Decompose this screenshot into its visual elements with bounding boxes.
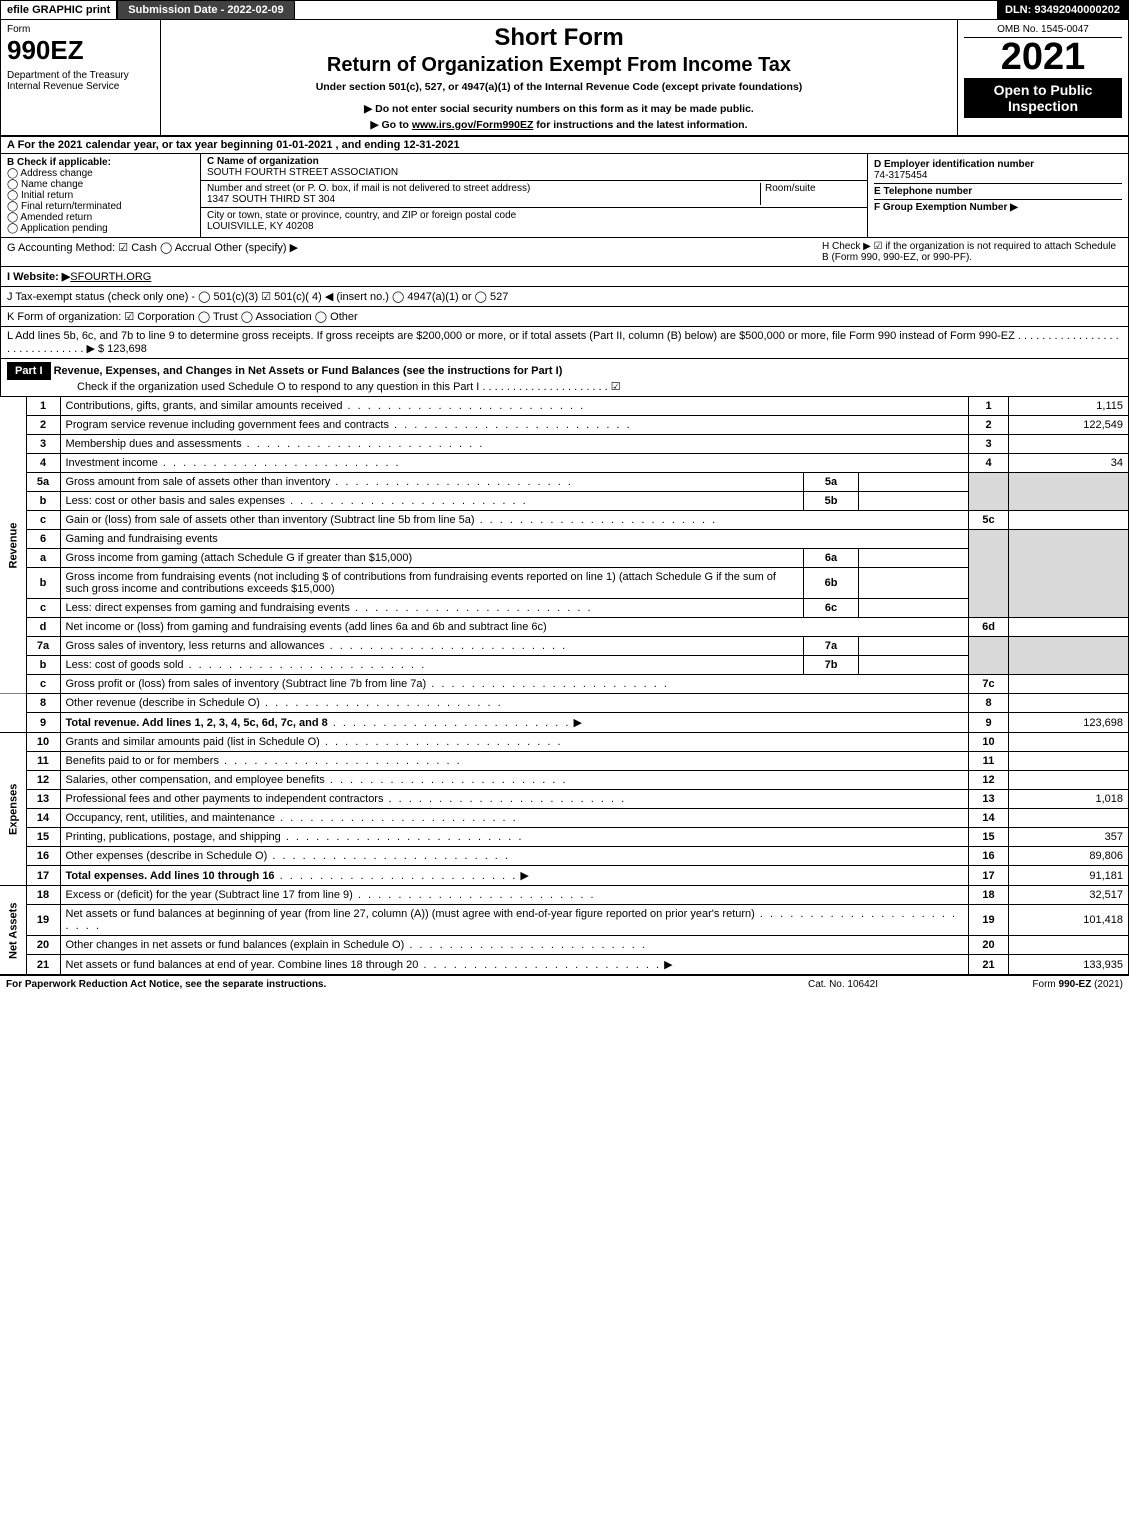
open-inspection: Open to Public Inspection: [964, 78, 1122, 118]
amt-13: 1,018: [1009, 790, 1129, 809]
col-b-checkboxes: B Check if applicable: ◯ Address change …: [1, 154, 201, 237]
lines-table: Revenue 1 Contributions, gifts, grants, …: [0, 397, 1129, 975]
c-city-label: City or town, state or province, country…: [207, 210, 516, 221]
footer-paperwork: For Paperwork Reduction Act Notice, see …: [6, 979, 743, 990]
amt-18: 32,517: [1009, 886, 1129, 905]
amt-17: 91,181: [1009, 866, 1129, 886]
subtitle-1: Under section 501(c), 527, or 4947(a)(1)…: [169, 81, 949, 93]
amt-1: 1,115: [1009, 397, 1129, 416]
f-grp-label: F Group Exemption Number ▶: [874, 202, 1018, 213]
i-website: I Website: ▶SFOURTH.ORG: [1, 267, 1128, 287]
footer-formref: Form 990-EZ (2021): [943, 979, 1123, 990]
d-ein: 74-3175454: [874, 170, 927, 181]
c-street-label: Number and street (or P. O. box, if mail…: [207, 183, 530, 194]
b-opt-amended[interactable]: ◯ Amended return: [7, 212, 194, 223]
part-1-title: Revenue, Expenses, and Changes in Net As…: [54, 365, 563, 377]
b-opt-pending[interactable]: ◯ Application pending: [7, 223, 194, 234]
amt-16: 89,806: [1009, 847, 1129, 866]
c-street: 1347 SOUTH THIRD ST 304: [207, 194, 335, 205]
amt-19: 101,418: [1009, 905, 1129, 936]
footer-catno: Cat. No. 10642I: [743, 979, 943, 990]
col-c-org-info: C Name of organization SOUTH FOURTH STRE…: [201, 154, 868, 237]
subtitle-3: ▶ Go to www.irs.gov/Form990EZ for instru…: [169, 119, 949, 131]
title-return: Return of Organization Exempt From Incom…: [169, 54, 949, 77]
efile-label[interactable]: efile GRAPHIC print: [1, 1, 118, 19]
c-city: LOUISVILLE, KY 40208: [207, 221, 314, 232]
b-opt-final[interactable]: ◯ Final return/terminated: [7, 201, 194, 212]
amt-21: 133,935: [1009, 955, 1129, 975]
dept-label: Department of the Treasury Internal Reve…: [7, 70, 154, 92]
c-name-label: C Name of organization: [207, 156, 319, 167]
h-schedule-b: H Check ▶ ☑ if the organization is not r…: [822, 241, 1122, 263]
k-form-org: K Form of organization: ☑ Corporation ◯ …: [1, 307, 1128, 327]
e-tel-label: E Telephone number: [874, 186, 972, 197]
part-1-label: Part I: [7, 362, 51, 380]
form-number: 990EZ: [7, 35, 154, 66]
amt-15: 357: [1009, 828, 1129, 847]
irs-link[interactable]: www.irs.gov/Form990EZ: [412, 119, 534, 131]
form-header: Form 990EZ Department of the Treasury In…: [0, 20, 1129, 137]
c-name: SOUTH FOURTH STREET ASSOCIATION: [207, 167, 398, 178]
tax-year: 2021: [1001, 38, 1086, 76]
entity-block: B Check if applicable: ◯ Address change …: [0, 154, 1129, 238]
row-a-tax-year: A For the 2021 calendar year, or tax yea…: [0, 137, 1129, 154]
amt-2: 122,549: [1009, 416, 1129, 435]
amt-4: 34: [1009, 454, 1129, 473]
submission-date: Submission Date - 2022-02-09: [118, 1, 294, 19]
l-gross-receipts: L Add lines 5b, 6c, and 7b to line 9 to …: [1, 327, 1128, 358]
top-bar: efile GRAPHIC print Submission Date - 20…: [0, 0, 1129, 20]
section-netassets: Net Assets: [0, 886, 26, 975]
b-opt-address[interactable]: ◯ Address change: [7, 168, 194, 179]
footer: For Paperwork Reduction Act Notice, see …: [0, 975, 1129, 993]
d-ein-label: D Employer identification number: [874, 159, 1034, 170]
b-opt-name[interactable]: ◯ Name change: [7, 179, 194, 190]
dln: DLN: 93492040000202: [997, 1, 1128, 19]
part-1-check: Check if the organization used Schedule …: [7, 381, 621, 393]
g-accounting: G Accounting Method: ☑ Cash ◯ Accrual Ot…: [7, 241, 822, 263]
subtitle-2: ▶ Do not enter social security numbers o…: [169, 103, 949, 115]
info-rows: G Accounting Method: ☑ Cash ◯ Accrual Ot…: [0, 238, 1129, 359]
col-d-ids: D Employer identification number 74-3175…: [868, 154, 1128, 237]
c-room-label: Room/suite: [761, 183, 861, 205]
form-label: Form: [7, 24, 154, 35]
amt-9: 123,698: [1009, 713, 1129, 733]
part-1-header: Part I Revenue, Expenses, and Changes in…: [0, 359, 1129, 397]
section-revenue: Revenue: [0, 397, 26, 694]
b-opt-initial[interactable]: ◯ Initial return: [7, 190, 194, 201]
title-short-form: Short Form: [169, 24, 949, 52]
website-link[interactable]: SFOURTH.ORG: [70, 271, 151, 283]
b-label: B Check if applicable:: [7, 157, 194, 168]
j-tax-exempt: J Tax-exempt status (check only one) - ◯…: [1, 287, 1128, 307]
section-expenses: Expenses: [0, 733, 26, 886]
